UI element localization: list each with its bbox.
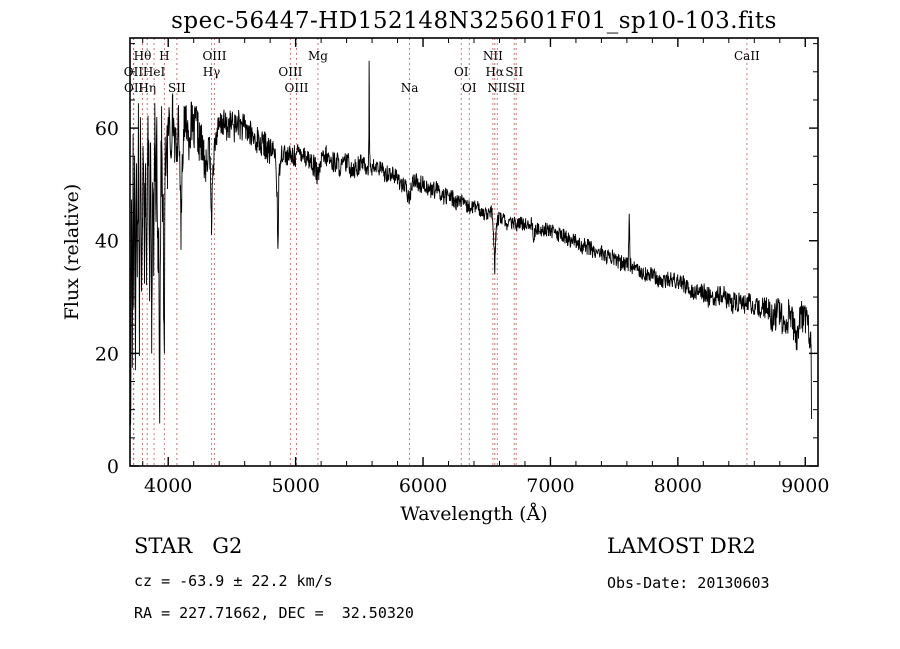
y-tick-label: 20 <box>95 343 119 365</box>
x-axis-label: Wavelength (Å) <box>400 503 547 525</box>
spectral-line-label: SII <box>505 65 523 79</box>
spectral-line-label: NII <box>483 49 503 63</box>
obs-date-value: Obs-Date: 20130603 <box>607 574 770 592</box>
x-tick-label: 4000 <box>144 475 192 497</box>
spectral-line-label: OIII <box>284 81 308 95</box>
spectral-line-label: CaII <box>734 49 760 63</box>
spectral-line-label: Na <box>401 81 419 95</box>
y-tick-label: 0 <box>107 456 119 478</box>
spectral-line-label: H <box>159 49 169 63</box>
survey-label: LAMOST DR2 <box>607 534 756 558</box>
spectral-line-label: NII <box>487 81 507 95</box>
x-tick-label: 8000 <box>654 475 702 497</box>
spectral-line-label: SII <box>168 81 186 95</box>
spectral-line-label: HeI <box>143 65 166 79</box>
spectral-line-label: OI <box>454 65 469 79</box>
spectral-line-label: OIII <box>278 65 302 79</box>
y-tick-label: 40 <box>95 231 119 253</box>
class-subclass-label: STAR G2 <box>134 534 243 558</box>
spectral-line-label: OIII <box>202 49 226 63</box>
spectral-line-label: OI <box>462 81 477 95</box>
spectral-line-label: Hη <box>138 81 156 95</box>
ra-dec-value: RA = 227.71662, DEC = 32.50320 <box>134 604 414 622</box>
spectral-line-label: Hα <box>485 65 504 79</box>
x-tick-label: 7000 <box>526 475 574 497</box>
spectral-line-label: Hγ <box>203 65 221 79</box>
spectral-line-label: Hθ <box>134 49 152 63</box>
cz-value: cz = -63.9 ± 22.2 km/s <box>134 572 333 590</box>
x-tick-label: 6000 <box>399 475 447 497</box>
spectral-line-label: OII <box>124 81 144 95</box>
spectrum-curve <box>129 60 813 425</box>
spectral-line-label: SII <box>507 81 525 95</box>
y-axis-label: Flux (relative) <box>61 184 83 321</box>
page-title: spec-56447-HD152148N325601F01_sp10-103.f… <box>171 8 777 34</box>
spectral-line-label: Mg <box>308 49 328 63</box>
x-tick-label: 5000 <box>271 475 319 497</box>
x-tick-label: 9000 <box>781 475 829 497</box>
axes-frame <box>129 37 819 467</box>
y-tick-label: 60 <box>95 118 119 140</box>
